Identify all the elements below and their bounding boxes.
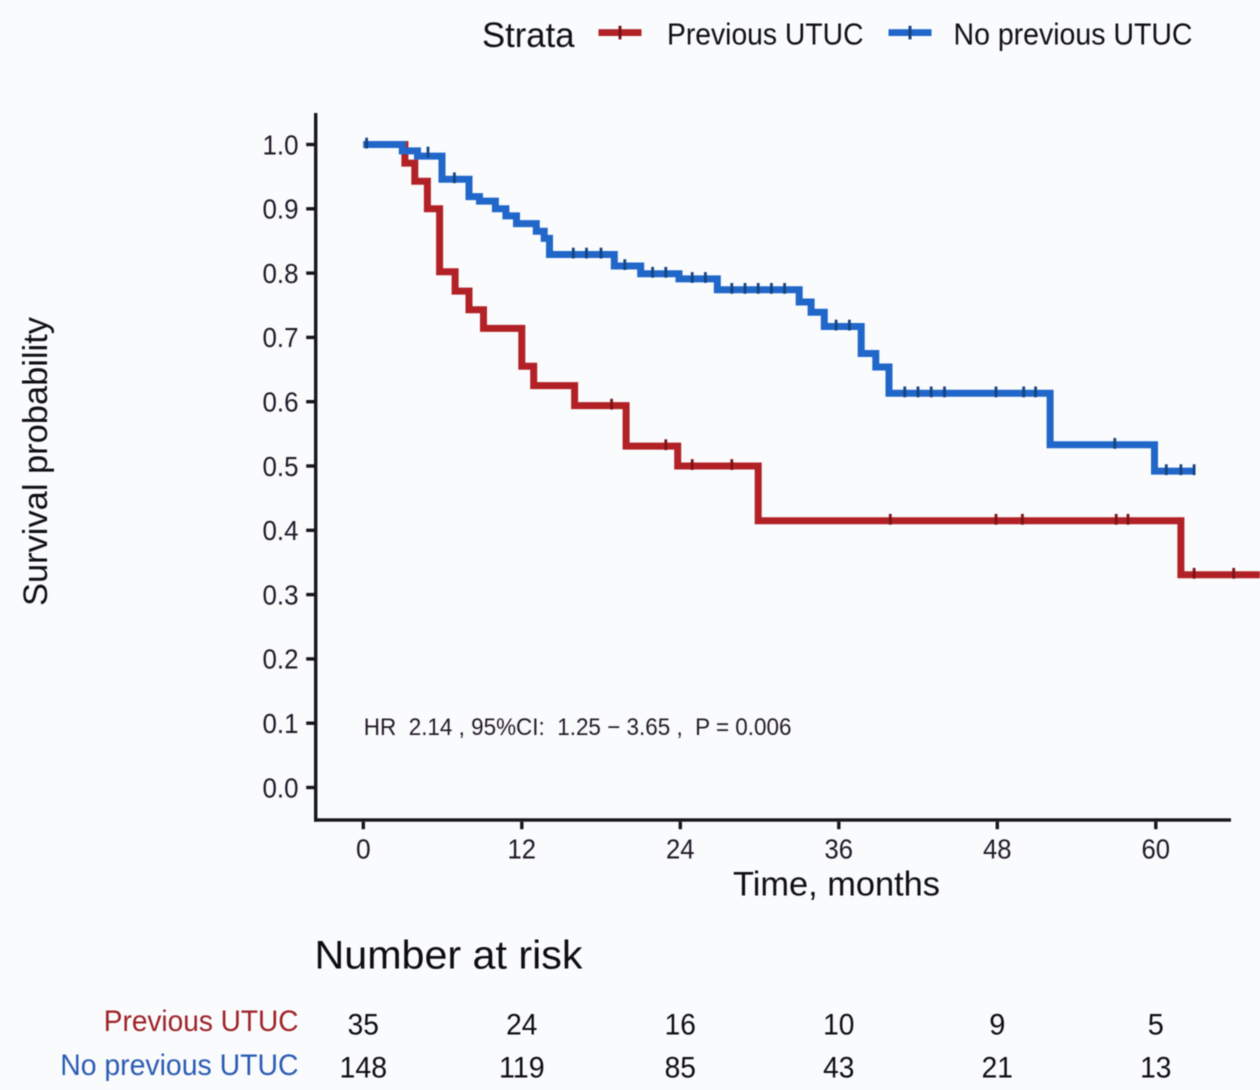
svg-text:35: 35 [348,1009,379,1042]
svg-text:48: 48 [983,834,1012,865]
svg-text:No previous UTUC: No previous UTUC [60,1049,298,1082]
svg-text:0.1: 0.1 [263,708,299,739]
svg-text:Previous UTUC: Previous UTUC [104,1005,299,1038]
svg-text:Strata: Strata [482,16,575,55]
svg-text:24: 24 [506,1009,537,1042]
svg-text:148: 148 [340,1052,388,1085]
svg-text:0: 0 [356,834,371,865]
svg-text:24: 24 [666,834,695,865]
svg-text:0.5: 0.5 [263,451,299,482]
svg-text:0.4: 0.4 [263,515,299,546]
svg-text:85: 85 [665,1052,696,1085]
svg-text:Survival probability: Survival probability [17,317,55,606]
svg-text:12: 12 [508,834,537,865]
svg-text:43: 43 [823,1052,854,1085]
svg-text:0.9: 0.9 [263,194,299,225]
svg-text:0.6: 0.6 [263,387,299,418]
svg-text:Time, months: Time, months [733,866,940,904]
svg-text:0.2: 0.2 [263,644,299,675]
svg-text:1.0: 1.0 [263,129,299,160]
svg-text:No previous UTUC: No previous UTUC [954,17,1193,52]
svg-text:5: 5 [1148,1009,1164,1042]
svg-text:0.0: 0.0 [263,772,299,803]
svg-text:119: 119 [499,1052,545,1085]
svg-text:0.8: 0.8 [263,258,299,289]
svg-text:36: 36 [825,834,854,865]
svg-text:10: 10 [823,1009,854,1042]
svg-text:16: 16 [665,1009,696,1042]
svg-text:13: 13 [1140,1052,1171,1085]
svg-text:Number at risk: Number at risk [315,934,583,978]
svg-text:Previous UTUC: Previous UTUC [667,17,864,52]
svg-text:0.7: 0.7 [263,322,299,353]
svg-text:60: 60 [1142,834,1171,865]
svg-text:9: 9 [989,1009,1005,1042]
svg-text:HR 2.14 , 95%CI: 1.25 − 3.65: HR 2.14 , 95%CI: 1.25 − 3.65 , P = 0.006 [364,714,792,741]
svg-text:21: 21 [982,1052,1013,1085]
svg-text:0.3: 0.3 [263,579,299,610]
